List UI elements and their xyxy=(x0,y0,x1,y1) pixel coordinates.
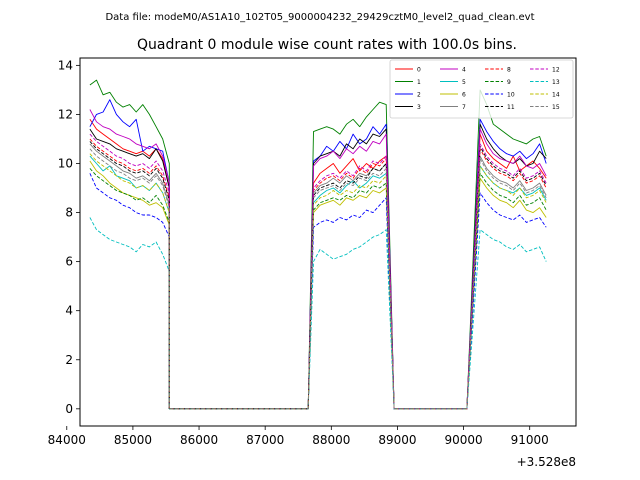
legend-label-2: 2 xyxy=(417,92,421,99)
legend-label-5: 5 xyxy=(462,79,466,86)
y-tick-label: 4 xyxy=(65,304,73,318)
legend-frame xyxy=(389,59,574,119)
x-tick-label: 85000 xyxy=(114,433,152,447)
plot-frame xyxy=(79,57,577,427)
legend-label-12: 12 xyxy=(552,67,560,74)
legend-label-9: 9 xyxy=(507,79,511,86)
y-axis: 0 2 4 6 8 10 12 14 xyxy=(58,58,80,416)
plot-background xyxy=(80,58,576,426)
legend-label-11: 11 xyxy=(507,104,515,111)
y-tick-label: 2 xyxy=(65,353,73,367)
series-line-0 xyxy=(89,119,547,410)
series-line-15 xyxy=(89,148,547,410)
series-line-14 xyxy=(89,153,547,410)
series-line-4 xyxy=(89,109,547,410)
series-line-9 xyxy=(89,168,547,410)
series-line-13 xyxy=(89,217,547,410)
series-line-3 xyxy=(89,123,547,410)
legend-label-4: 4 xyxy=(462,67,466,74)
legend-label-14: 14 xyxy=(552,92,560,99)
legend-label-7: 7 xyxy=(462,104,466,111)
legend-label-13: 13 xyxy=(552,79,560,86)
legend-label-15: 15 xyxy=(552,104,560,111)
series-layer xyxy=(89,79,547,410)
legend-label-0: 0 xyxy=(417,67,421,74)
y-tick-label: 0 xyxy=(65,402,73,416)
series-line-7 xyxy=(89,143,547,410)
x-tick-label: 91000 xyxy=(511,433,549,447)
series-line-12 xyxy=(89,133,547,410)
series-line-11 xyxy=(89,141,547,410)
y-tick-label: 6 xyxy=(65,255,73,269)
figure-suptitle: Data file: modeM0/AS1A10_102T05_90000042… xyxy=(105,12,534,23)
x-axis: 84000 85000 86000 87000 88000 89000 90000 91000 xyxy=(48,426,549,447)
legend-label-8: 8 xyxy=(507,67,511,74)
plot-area xyxy=(79,57,577,427)
chart-title: Quadrant 0 module wise count rates with … xyxy=(137,37,517,53)
x-tick-label: 89000 xyxy=(378,433,416,447)
series-line-2 xyxy=(89,99,547,410)
legend-label-10: 10 xyxy=(507,92,515,99)
legend-label-1: 1 xyxy=(417,79,421,86)
x-offset-label: +3.528e8 xyxy=(517,455,576,469)
x-tick-label: 84000 xyxy=(48,433,86,447)
legend-label-3: 3 xyxy=(417,104,421,111)
series-line-1 xyxy=(89,79,547,410)
y-tick-label: 10 xyxy=(58,156,73,170)
x-tick-label: 86000 xyxy=(180,433,218,447)
x-tick-label: 90000 xyxy=(444,433,482,447)
y-tick-label: 12 xyxy=(58,107,73,121)
x-tick-label: 88000 xyxy=(312,433,350,447)
y-tick-label: 14 xyxy=(58,58,73,72)
legend-label-6: 6 xyxy=(462,92,466,99)
series-line-6 xyxy=(89,160,547,410)
x-tick-label: 87000 xyxy=(246,433,284,447)
series-line-10 xyxy=(89,173,547,410)
y-tick-label: 8 xyxy=(65,206,73,220)
series-line-8 xyxy=(89,138,547,410)
